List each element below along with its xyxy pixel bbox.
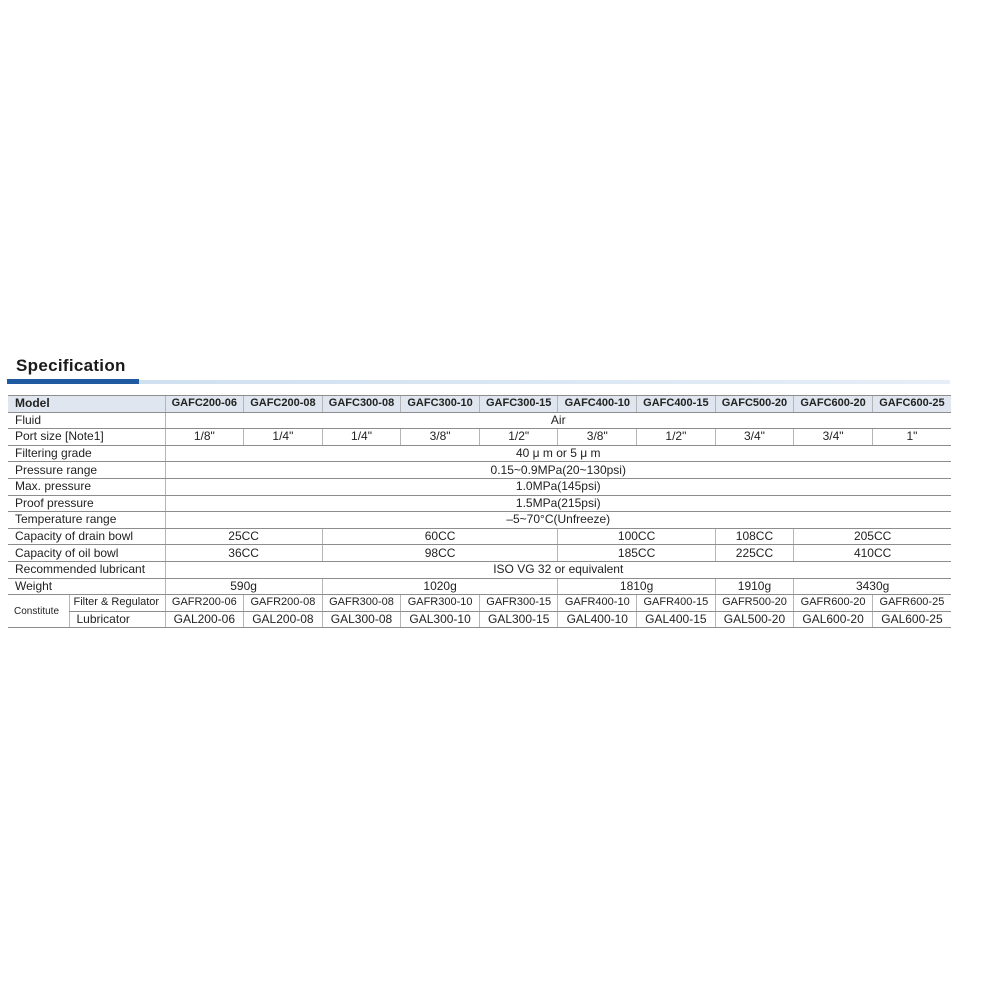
- row-value: 25CC: [164, 528, 323, 546]
- row-value: 1/8": [164, 428, 244, 446]
- row-value: 100CC: [557, 528, 716, 546]
- table-row: Weight 590g 1020g 1810g 1910g 3430g: [8, 578, 951, 596]
- constitute-model: GAFR200-08: [243, 594, 323, 612]
- model-header: GAFC500-20: [714, 395, 794, 413]
- constitute-row: Constitute Filter & Regulator GAFR200-06 GA…: [8, 594, 951, 629]
- constitute-label: Constitute: [8, 594, 69, 629]
- row-value: 1810g: [557, 578, 716, 596]
- row-value: 1.0MPa(145psi): [164, 478, 951, 496]
- row-value: 410CC: [793, 544, 951, 562]
- constitute-model: GAL400-15: [636, 611, 716, 629]
- row-value: 1.5MPa(215psi): [164, 495, 951, 513]
- row-value: ISO VG 32 or equivalent: [164, 561, 951, 579]
- row-label: Capacity of drain bowl: [8, 528, 166, 546]
- constitute-model: GAL200-08: [243, 611, 323, 629]
- row-value: 3/4": [793, 428, 873, 446]
- table-row: Recommended lubricant ISO VG 32 or equiva…: [8, 561, 951, 579]
- row-value: 36CC: [164, 544, 323, 562]
- row-label: Fluid: [8, 412, 166, 430]
- model-header: GAFC300-10: [400, 395, 480, 413]
- row-label: Port size [Note1]: [8, 428, 166, 446]
- constitute-model: GAFR300-10: [400, 594, 480, 612]
- title-underline: [139, 380, 950, 384]
- model-header: GAFC200-08: [243, 395, 323, 413]
- row-value: 3/8": [400, 428, 480, 446]
- table-row: Filtering grade 40 μ m or 5 μ m: [8, 445, 951, 463]
- row-value: 225CC: [714, 544, 794, 562]
- specification-table: Model GAFC200-06 GAFC200-08 GAFC300-08 GAFC3…: [8, 395, 951, 629]
- row-value: 3/4": [714, 428, 794, 446]
- row-value: 1/4": [243, 428, 323, 446]
- title-underline-accent: [7, 379, 139, 384]
- model-header: GAFC400-15: [636, 395, 716, 413]
- constitute-model: GAL600-20: [793, 611, 873, 629]
- constitute-model: GAFR600-25: [871, 594, 951, 612]
- row-value: 1": [871, 428, 951, 446]
- constitute-model: GAFR600-20: [793, 594, 873, 612]
- row-value: 108CC: [714, 528, 794, 546]
- model-header: GAFC200-06: [164, 395, 244, 413]
- table-row: Capacity of oil bowl 36CC 98CC 185CC 225CC 41…: [8, 544, 951, 562]
- header-label: Model: [8, 395, 166, 413]
- section-title: Specification: [16, 356, 126, 375]
- constitute-model: GAL200-06: [164, 611, 244, 629]
- row-value: 1020g: [321, 578, 558, 596]
- constitute-model: GAFR200-06: [164, 594, 244, 612]
- row-label: Filtering grade: [8, 445, 166, 463]
- row-value: 205CC: [793, 528, 951, 546]
- row-value: Air: [164, 412, 951, 430]
- row-label: Max. pressure: [8, 478, 166, 496]
- row-value: 1/4": [321, 428, 401, 446]
- model-header: GAFC600-20: [793, 395, 873, 413]
- row-value: 3430g: [793, 578, 951, 596]
- constitute-row: Lubricator GAL200-06 GAL200-08 GAL300-08 GAL…: [8, 611, 951, 629]
- row-label: Capacity of oil bowl: [8, 544, 166, 562]
- row-value: 1/2": [636, 428, 716, 446]
- model-header: GAFC300-15: [478, 395, 558, 413]
- model-header: GAFC400-10: [557, 395, 637, 413]
- table-row: Temperature range –5~70°C(Unfreeze): [8, 511, 951, 529]
- row-label: Recommended lubricant: [8, 561, 166, 579]
- table-row: Capacity of drain bowl 25CC 60CC 100CC 108CC…: [8, 528, 951, 546]
- constitute-model: GAL300-08: [321, 611, 401, 629]
- constitute-model: GAFR300-08: [321, 594, 401, 612]
- row-value: 98CC: [321, 544, 558, 562]
- table-row: Max. pressure 1.0MPa(145psi): [8, 478, 951, 496]
- row-value: 590g: [164, 578, 323, 596]
- row-value: –5~70°C(Unfreeze): [164, 511, 951, 529]
- row-label: Pressure range: [8, 461, 166, 479]
- row-value: 40 μ m or 5 μ m: [164, 445, 951, 463]
- constitute-model: GAL600-25: [871, 611, 951, 629]
- row-value: 1910g: [714, 578, 794, 596]
- constitute-model: GAFR400-15: [636, 594, 716, 612]
- table-header-row: Model GAFC200-06 GAFC200-08 GAFC300-08 GAFC3…: [8, 395, 951, 413]
- row-label: Proof pressure: [8, 495, 166, 513]
- constitute-model: GAL500-20: [714, 611, 794, 629]
- row-value: 1/2": [478, 428, 558, 446]
- constitute-model: GAL300-15: [478, 611, 558, 629]
- constitute-model: GAL400-10: [557, 611, 637, 629]
- table-row: Port size [Note1] 1/8" 1/4" 1/4" 3/8" 1/2" 3/8…: [8, 428, 951, 446]
- constitute-model: GAL300-10: [400, 611, 480, 629]
- constitute-model: GAFR500-20: [714, 594, 794, 612]
- constitute-model: GAFR300-15: [478, 594, 558, 612]
- constitute-sub-label: Filter & Regulator: [68, 594, 166, 612]
- row-value: 0.15~0.9MPa(20~130psi): [164, 461, 951, 479]
- constitute-model: GAFR400-10: [557, 594, 637, 612]
- row-label: Temperature range: [8, 511, 166, 529]
- constitute-sub-label: Lubricator: [68, 611, 166, 629]
- table-row: Proof pressure 1.5MPa(215psi): [8, 495, 951, 513]
- model-header: GAFC600-25: [871, 395, 951, 413]
- row-value: 3/8": [557, 428, 637, 446]
- row-value: 60CC: [321, 528, 558, 546]
- row-label: Weight: [8, 578, 166, 596]
- table-row: Pressure range 0.15~0.9MPa(20~130psi): [8, 461, 951, 479]
- row-value: 185CC: [557, 544, 716, 562]
- model-header: GAFC300-08: [321, 395, 401, 413]
- table-row: Fluid Air: [8, 412, 951, 430]
